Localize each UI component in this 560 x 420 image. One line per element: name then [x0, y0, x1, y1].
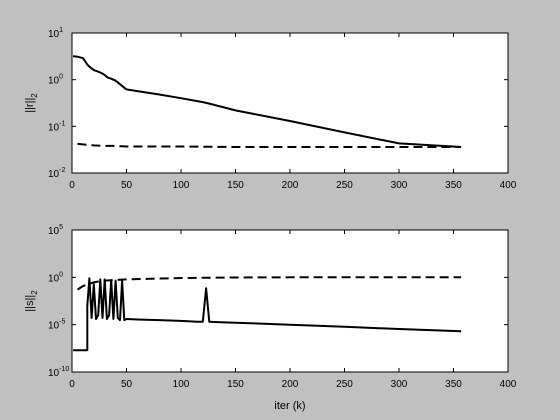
x-tick-label: 350	[445, 379, 462, 390]
x-tick-label: 250	[336, 379, 353, 390]
x-tick-label: 250	[336, 180, 353, 191]
y-tick-label: 10-10	[48, 366, 69, 379]
solid-series-line	[72, 55, 462, 148]
x-tick-label: 400	[500, 379, 517, 390]
x-tick-label: 50	[121, 180, 133, 191]
x-tick-label: 100	[173, 180, 190, 191]
residual-norm-chart: 0 50 100 150 200 250 300 350 400 10-2 10-1 100 101 ||…	[24, 27, 517, 191]
y-tick-label: 10-5	[48, 319, 65, 332]
x-tick-label: 350	[445, 180, 462, 191]
x-tick-label: 300	[391, 379, 408, 390]
y-axis-label: ||s||2	[24, 290, 39, 312]
x-tick-label: 0	[69, 379, 75, 390]
y-axis-label: ||r||2	[24, 93, 39, 113]
y-tick-label: 100	[48, 74, 63, 87]
y-tick-label: 10-1	[48, 120, 65, 133]
x-tick-label: 300	[391, 180, 408, 191]
x-tick-label: 50	[121, 379, 133, 390]
x-tick-label: 150	[227, 180, 244, 191]
y-tick-label: 105	[48, 224, 63, 237]
dashed-series-line	[76, 276, 462, 291]
solid-series-line	[73, 277, 462, 352]
y-tick-label: 100	[48, 271, 63, 284]
x-tick-label: 200	[282, 379, 299, 390]
step-norm-chart: 0 50 100 150 200 250 300 350 400 10-10 10-5 100 105 |…	[24, 224, 517, 412]
plot-area	[71, 32, 509, 174]
x-tick-label: 400	[500, 180, 517, 191]
plot-area	[71, 229, 509, 373]
x-tick-label: 100	[173, 379, 190, 390]
x-tick-label: 150	[227, 379, 244, 390]
y-tick-label: 10-2	[48, 167, 65, 180]
y-tick-label: 101	[48, 27, 63, 40]
dashed-series-line	[77, 142, 462, 148]
x-axis-label: iter (k)	[274, 400, 305, 412]
x-tick-label: 200	[282, 180, 299, 191]
x-tick-label: 0	[69, 180, 75, 191]
